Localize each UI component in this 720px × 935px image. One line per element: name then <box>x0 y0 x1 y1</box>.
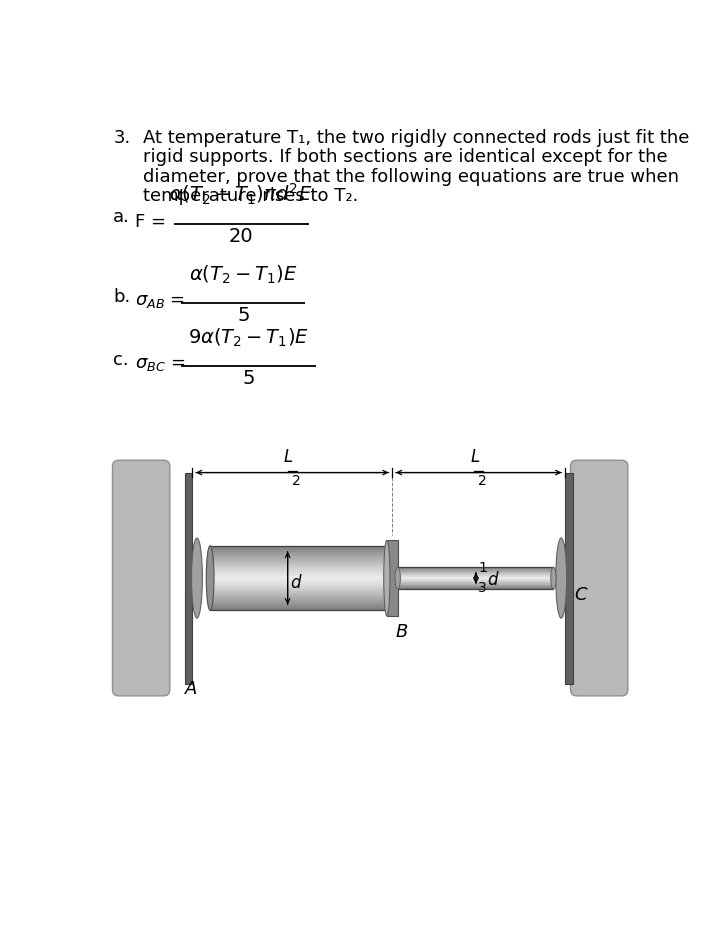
Ellipse shape <box>192 538 202 618</box>
Bar <box>210 558 392 561</box>
Bar <box>210 597 392 599</box>
Bar <box>210 569 392 571</box>
Bar <box>210 568 392 569</box>
Text: a.: a. <box>113 209 130 226</box>
Ellipse shape <box>206 546 214 611</box>
Ellipse shape <box>395 568 400 589</box>
Ellipse shape <box>384 540 390 616</box>
Bar <box>210 548 392 550</box>
Text: 5: 5 <box>243 369 255 388</box>
Text: 3.: 3. <box>113 129 130 147</box>
Bar <box>210 576 392 578</box>
Bar <box>210 553 392 554</box>
Text: $L$: $L$ <box>469 449 480 467</box>
Text: F =: F = <box>135 212 166 231</box>
Bar <box>210 599 392 602</box>
Bar <box>184 472 192 683</box>
Text: d: d <box>291 574 301 592</box>
FancyBboxPatch shape <box>112 460 170 696</box>
Text: temperature rises to T₂.: temperature rises to T₂. <box>143 187 358 205</box>
Text: d: d <box>487 570 498 589</box>
Bar <box>210 609 392 611</box>
Bar <box>210 591 392 593</box>
Text: $L$: $L$ <box>283 449 294 467</box>
Bar <box>210 602 392 604</box>
Text: 20: 20 <box>229 227 253 246</box>
Text: diameter, prove that the following equations are true when: diameter, prove that the following equat… <box>143 167 679 186</box>
Bar <box>210 586 392 589</box>
Bar <box>210 604 392 606</box>
Text: $\sigma_{AB}$ =: $\sigma_{AB}$ = <box>135 292 185 309</box>
Text: 3: 3 <box>478 582 487 596</box>
Bar <box>210 596 392 597</box>
Bar <box>210 565 392 568</box>
Text: $\alpha(T_2-T_1)E$: $\alpha(T_2-T_1)E$ <box>189 264 298 286</box>
Text: 5: 5 <box>237 307 250 325</box>
Bar <box>210 589 392 591</box>
Text: 2: 2 <box>292 474 300 488</box>
Text: At temperature T₁, the two rigidly connected rods just fit the: At temperature T₁, the two rigidly conne… <box>143 129 689 147</box>
Bar <box>210 584 392 586</box>
Text: c.: c. <box>113 351 129 369</box>
Text: 2: 2 <box>478 474 487 488</box>
Bar <box>210 561 392 563</box>
Bar <box>565 472 573 683</box>
Bar <box>210 578 392 581</box>
Bar <box>210 554 392 556</box>
Bar <box>387 540 397 616</box>
Ellipse shape <box>551 568 556 589</box>
Bar <box>210 556 392 558</box>
Text: A: A <box>185 681 198 698</box>
Text: $9\alpha(T_2-T_1)E$: $9\alpha(T_2-T_1)E$ <box>189 327 310 350</box>
Text: rigid supports. If both sections are identical except for the: rigid supports. If both sections are ide… <box>143 149 667 166</box>
FancyBboxPatch shape <box>570 460 628 696</box>
Ellipse shape <box>556 538 567 618</box>
Bar <box>210 581 392 583</box>
Bar <box>210 583 392 584</box>
Bar <box>210 550 392 553</box>
Text: b.: b. <box>113 288 130 306</box>
Text: B: B <box>395 623 408 640</box>
Text: $\sigma_{BC}$ =: $\sigma_{BC}$ = <box>135 355 185 373</box>
Bar <box>210 606 392 609</box>
Bar <box>210 563 392 565</box>
Bar <box>210 574 392 576</box>
Text: 1: 1 <box>478 561 487 575</box>
Bar <box>210 571 392 574</box>
Bar <box>210 546 392 548</box>
Bar <box>210 593 392 596</box>
Text: $\alpha(T_2-T_1)\pi d^2 E$: $\alpha(T_2-T_1)\pi d^2 E$ <box>169 181 312 207</box>
Text: C: C <box>575 585 587 604</box>
